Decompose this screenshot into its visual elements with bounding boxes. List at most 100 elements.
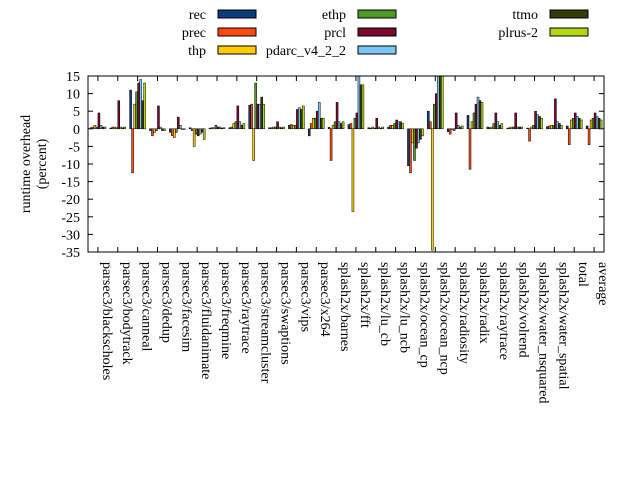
bar-rec-parsec3/dedup bbox=[149, 128, 152, 131]
bar-pdarc_v4_2_2-parsec3/vips bbox=[298, 107, 301, 130]
x-tick-label: parsec3/freqmine bbox=[218, 262, 233, 359]
bar-rec-splash2x/lu_ncb bbox=[387, 126, 390, 130]
bar-pdarc_v4_2_2-parsec3/facesim bbox=[179, 125, 182, 130]
bar-rec-splash2x/ocean_cp bbox=[407, 128, 410, 167]
bar-plrus-2-parsec3/canneal bbox=[143, 82, 146, 130]
legend-swatch-pdarc_v4_2_2 bbox=[357, 45, 397, 55]
bar-ethp-parsec3/streamcluster bbox=[254, 82, 257, 130]
bar-prec-total bbox=[567, 128, 571, 145]
bar-plrus-2-parsec3/swaptions bbox=[282, 126, 285, 130]
bar-ethp-parsec3/x264 bbox=[313, 117, 317, 130]
bar-prec-parsec3/raytrace bbox=[230, 126, 234, 130]
x-tick-label: parsec3/streamcluster bbox=[258, 262, 273, 384]
bar-ethp-parsec3/bodytrack bbox=[115, 127, 119, 130]
bar-prcl-splash2x/barnes bbox=[335, 102, 339, 130]
bar-thp-parsec3/facesim bbox=[173, 128, 176, 138]
bar-prcl-parsec3/blackscholes bbox=[97, 112, 101, 130]
bar-prec-parsec3/canneal bbox=[131, 128, 134, 174]
y-tick-label: -25 bbox=[61, 211, 80, 226]
x-tick-label: parsec3/dedup bbox=[158, 262, 173, 343]
x-tick-label: splash2x/lu_cb bbox=[377, 262, 392, 346]
bar-plrus-2-splash2x/radiosity bbox=[460, 125, 464, 130]
x-tick-label: splash2x/ocean_ncp bbox=[436, 262, 451, 375]
bar-pdarc_v4_2_2-splash2x/lu_ncb bbox=[397, 121, 400, 130]
bar-rec-splash2x/water_spatial bbox=[546, 126, 549, 130]
bar-prcl-splash2x/fft bbox=[355, 112, 359, 130]
bar-thp-splash2x/barnes bbox=[331, 125, 335, 130]
y-tick-label: -30 bbox=[61, 228, 80, 243]
x-tick-label: splash2x/radix bbox=[476, 262, 491, 344]
x-tick-labels: parsec3/blackscholes parsec3/bodytrack par… bbox=[99, 262, 610, 404]
bar-pdarc_v4_2_2-parsec3/streamcluster bbox=[258, 103, 261, 130]
bar-ethp-parsec3/raytrace bbox=[234, 121, 238, 130]
bar-thp-parsec3/raytrace bbox=[232, 123, 236, 130]
bar-pdarc_v4_2_2-parsec3/freqmine bbox=[218, 126, 222, 130]
bar-plrus-2-splash2x/raytrace bbox=[500, 123, 504, 130]
bar-plrus-2-splash2x/radix bbox=[480, 102, 484, 130]
bar-pdarc_v4_2_2-splash2x/volrend bbox=[516, 126, 519, 130]
bar-ethp-parsec3/dedup bbox=[155, 128, 158, 131]
bar-prec-splash2x/raytrace bbox=[488, 127, 492, 130]
y-tick-label: 5 bbox=[73, 105, 80, 120]
bar-prcl-parsec3/canneal bbox=[137, 82, 140, 130]
bar-pdarc_v4_2_2-splash2x/water_spatial bbox=[556, 121, 559, 130]
bar-ttmo-splash2x/ocean_ncp bbox=[439, 75, 442, 130]
legend-label-plrus-2: plrus-2 bbox=[498, 26, 538, 41]
bar-ttmo-parsec3/swaptions bbox=[280, 127, 283, 130]
y-tick-label: -5 bbox=[68, 140, 80, 155]
bar-plrus-2-parsec3/dedup bbox=[163, 128, 166, 131]
bar-prcl-total bbox=[573, 112, 577, 130]
bar-plrus-2-splash2x/ocean_cp bbox=[421, 128, 424, 137]
bar-thp-splash2x/ocean_ncp bbox=[431, 128, 434, 251]
bar-ethp-splash2x/water_spatial bbox=[552, 125, 555, 130]
bar-ttmo-average bbox=[597, 117, 601, 130]
bar-prec-parsec3/dedup bbox=[151, 128, 154, 137]
bar-thp-total bbox=[569, 119, 573, 130]
bar-prec-splash2x/lu_cb bbox=[369, 127, 373, 130]
x-tick-label: parsec3/swaptions bbox=[278, 262, 293, 365]
bar-rec-splash2x/radix bbox=[466, 115, 470, 130]
legend-swatch-prec bbox=[217, 27, 257, 37]
bar-ttmo-parsec3/raytrace bbox=[240, 125, 244, 130]
bar-ttmo-parsec3/streamcluster bbox=[260, 96, 263, 130]
bar-ttmo-parsec3/x264 bbox=[319, 117, 323, 130]
bar-pdarc_v4_2_2-parsec3/bodytrack bbox=[119, 126, 123, 130]
bar-prec-parsec3/freqmine bbox=[210, 127, 214, 130]
bar-pdarc_v4_2_2-parsec3/dedup bbox=[159, 126, 162, 130]
bar-ttmo-splash2x/volrend bbox=[518, 126, 521, 130]
y-axis-label-line: (percent) bbox=[35, 138, 50, 189]
bar-thp-parsec3/streamcluster bbox=[252, 128, 255, 161]
bar-prec-parsec3/swaptions bbox=[270, 127, 273, 130]
bar-ethp-average bbox=[591, 117, 595, 130]
bar-ethp-parsec3/freqmine bbox=[214, 125, 218, 130]
legend-swatch-prcl bbox=[357, 27, 397, 37]
bar-plrus-2-splash2x/ocean_ncp bbox=[441, 75, 444, 130]
bar-rec-splash2x/radiosity bbox=[446, 128, 450, 132]
bar-prcl-splash2x/water_nsquared bbox=[534, 110, 537, 130]
y-tick-label: -35 bbox=[61, 246, 80, 261]
bar-ttmo-parsec3/dedup bbox=[161, 128, 164, 131]
bar-pdarc_v4_2_2-total bbox=[575, 116, 579, 130]
bar-pdarc_v4_2_2-parsec3/fluidanimate bbox=[198, 128, 202, 135]
bar-plrus-2-total bbox=[579, 119, 583, 130]
bar-prec-parsec3/blackscholes bbox=[91, 126, 95, 130]
bar-pdarc_v4_2_2-parsec3/blackscholes bbox=[99, 125, 103, 130]
legend-label-prcl: prcl bbox=[324, 26, 346, 41]
bar-rec-parsec3/freqmine bbox=[208, 127, 212, 130]
x-tick-label: splash2x/radiosity bbox=[456, 262, 471, 364]
bar-ethp-splash2x/barnes bbox=[333, 121, 337, 130]
bar-thp-parsec3/swaptions bbox=[272, 126, 275, 130]
bar-pdarc_v4_2_2-splash2x/raytrace bbox=[496, 121, 500, 130]
bar-thp-splash2x/water_nsquared bbox=[530, 126, 533, 130]
bar-pdarc_v4_2_2-parsec3/x264 bbox=[317, 102, 321, 130]
bar-ttmo-splash2x/barnes bbox=[339, 123, 343, 130]
bar-ethp-parsec3/canneal bbox=[135, 91, 138, 130]
x-tick-label: parsec3/fluidanimate bbox=[198, 262, 213, 379]
y-tick-label: -10 bbox=[61, 158, 80, 173]
bar-pdarc_v4_2_2-parsec3/canneal bbox=[139, 79, 142, 130]
bar-prec-parsec3/x264 bbox=[309, 123, 313, 130]
bar-ethp-parsec3/swaptions bbox=[274, 126, 277, 130]
bar-ttmo-parsec3/freqmine bbox=[220, 127, 224, 130]
bar-ttmo-splash2x/radiosity bbox=[458, 126, 462, 130]
bar-rec-parsec3/streamcluster bbox=[248, 104, 251, 130]
